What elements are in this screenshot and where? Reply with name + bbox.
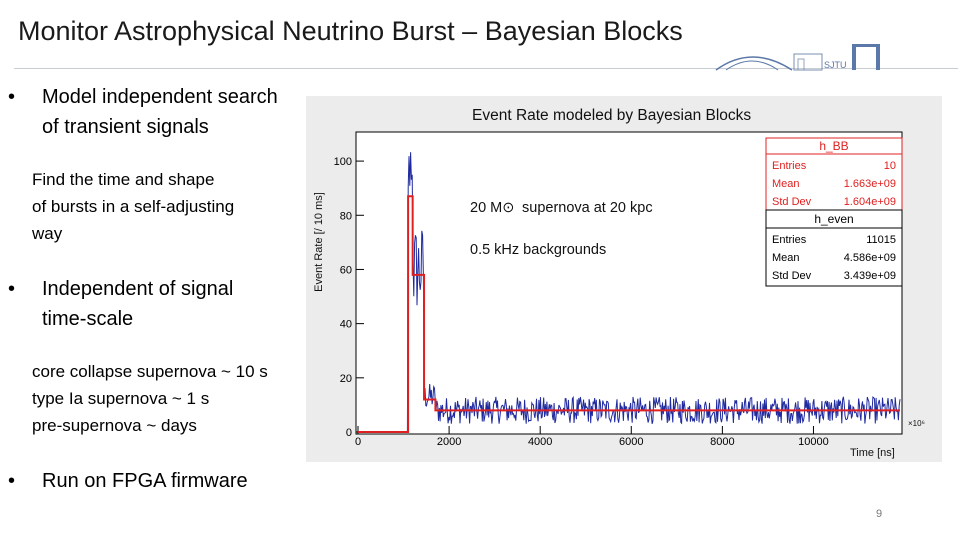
x-tick-label: 0 <box>355 436 361 448</box>
stats-h-bb-name: h_BB <box>819 139 848 153</box>
stats-value: 11015 <box>866 234 896 246</box>
y-tick-label: 0 <box>346 427 352 439</box>
bullet-line: time-scale <box>42 308 134 330</box>
university-logo: SJTU <box>715 44 880 71</box>
stats-box-h-bb <box>765 137 903 211</box>
stats-value: 3.439e+09 <box>844 270 896 282</box>
bullet-marker: • <box>8 86 16 108</box>
stats-label: Entries <box>772 234 807 246</box>
x-axis-exponent: ×10⁶ <box>908 419 925 428</box>
bullet-marker: • <box>8 278 16 300</box>
bullet-marker: • <box>8 470 16 492</box>
x-tick-label: 8000 <box>710 436 734 448</box>
stats-label: Entries <box>772 160 807 172</box>
x-axis-label: Time [ns] <box>850 447 895 459</box>
annotation-supernova: supernova at 20 kpc <box>522 200 653 216</box>
y-tick-label: 60 <box>340 264 352 276</box>
stats-label: Std Dev <box>772 196 812 208</box>
sub-text-line: core collapse supernova ~ 10 s <box>32 362 268 381</box>
stats-value: 1.604e+09 <box>844 196 896 208</box>
stats-value: 10 <box>884 160 896 172</box>
bullet-line: Run on FPGA firmware <box>42 470 248 492</box>
y-axis-label: Event Rate [/ 10 ms] <box>313 192 325 292</box>
axis-ticks: 0 2000 4000 6000 8000 10000 0 20 40 60 80 100 <box>334 156 829 448</box>
y-tick-label: 100 <box>334 156 352 168</box>
series-h-bb <box>358 195 900 433</box>
sub-text-line: pre-supernova ~ days <box>32 416 197 435</box>
stats-label: Mean <box>772 178 800 190</box>
slide-title: Monitor Astrophysical Neutrino Burst – B… <box>18 16 683 46</box>
series-h-even <box>358 152 901 433</box>
logo-text: SJTU <box>824 60 847 70</box>
y-tick-label: 20 <box>340 373 352 385</box>
sub-text-line: of bursts in a self-adjusting <box>32 197 235 216</box>
x-tick-label: 4000 <box>528 436 552 448</box>
title-divider <box>14 68 958 69</box>
x-tick-label: 6000 <box>619 436 643 448</box>
annotation-mass: 20 M⊙ <box>470 200 514 216</box>
sub-text-line: way <box>32 224 63 243</box>
chart-title: Event Rate modeled by Bayesian Blocks <box>472 107 751 124</box>
x-tick-label: 10000 <box>798 436 829 448</box>
bullet-line: Independent of signal <box>42 278 234 300</box>
bullet-line: Model independent search <box>42 86 278 108</box>
stats-value: 1.663e+09 <box>844 178 896 190</box>
bullet-line: of transient signals <box>42 116 209 138</box>
slide-number: 9 <box>876 508 883 520</box>
x-tick-label: 2000 <box>437 436 461 448</box>
stats-label: Mean <box>772 252 800 264</box>
y-tick-label: 40 <box>340 319 352 331</box>
stats-label: Std Dev <box>772 270 812 282</box>
sub-text-line: type Ia supernova ~ 1 s <box>32 389 210 408</box>
stats-h-even-name: h_even <box>814 212 853 226</box>
annotation-backgrounds: 0.5 kHz backgrounds <box>470 242 606 258</box>
sub-text-line: Find the time and shape <box>32 170 215 189</box>
stats-value: 4.586e+09 <box>844 252 896 264</box>
stats-box-h-even <box>765 209 903 287</box>
event-rate-chart: Event Rate modeled by Bayesian Blocks 0 2… <box>306 96 942 462</box>
y-tick-label: 80 <box>340 210 352 222</box>
